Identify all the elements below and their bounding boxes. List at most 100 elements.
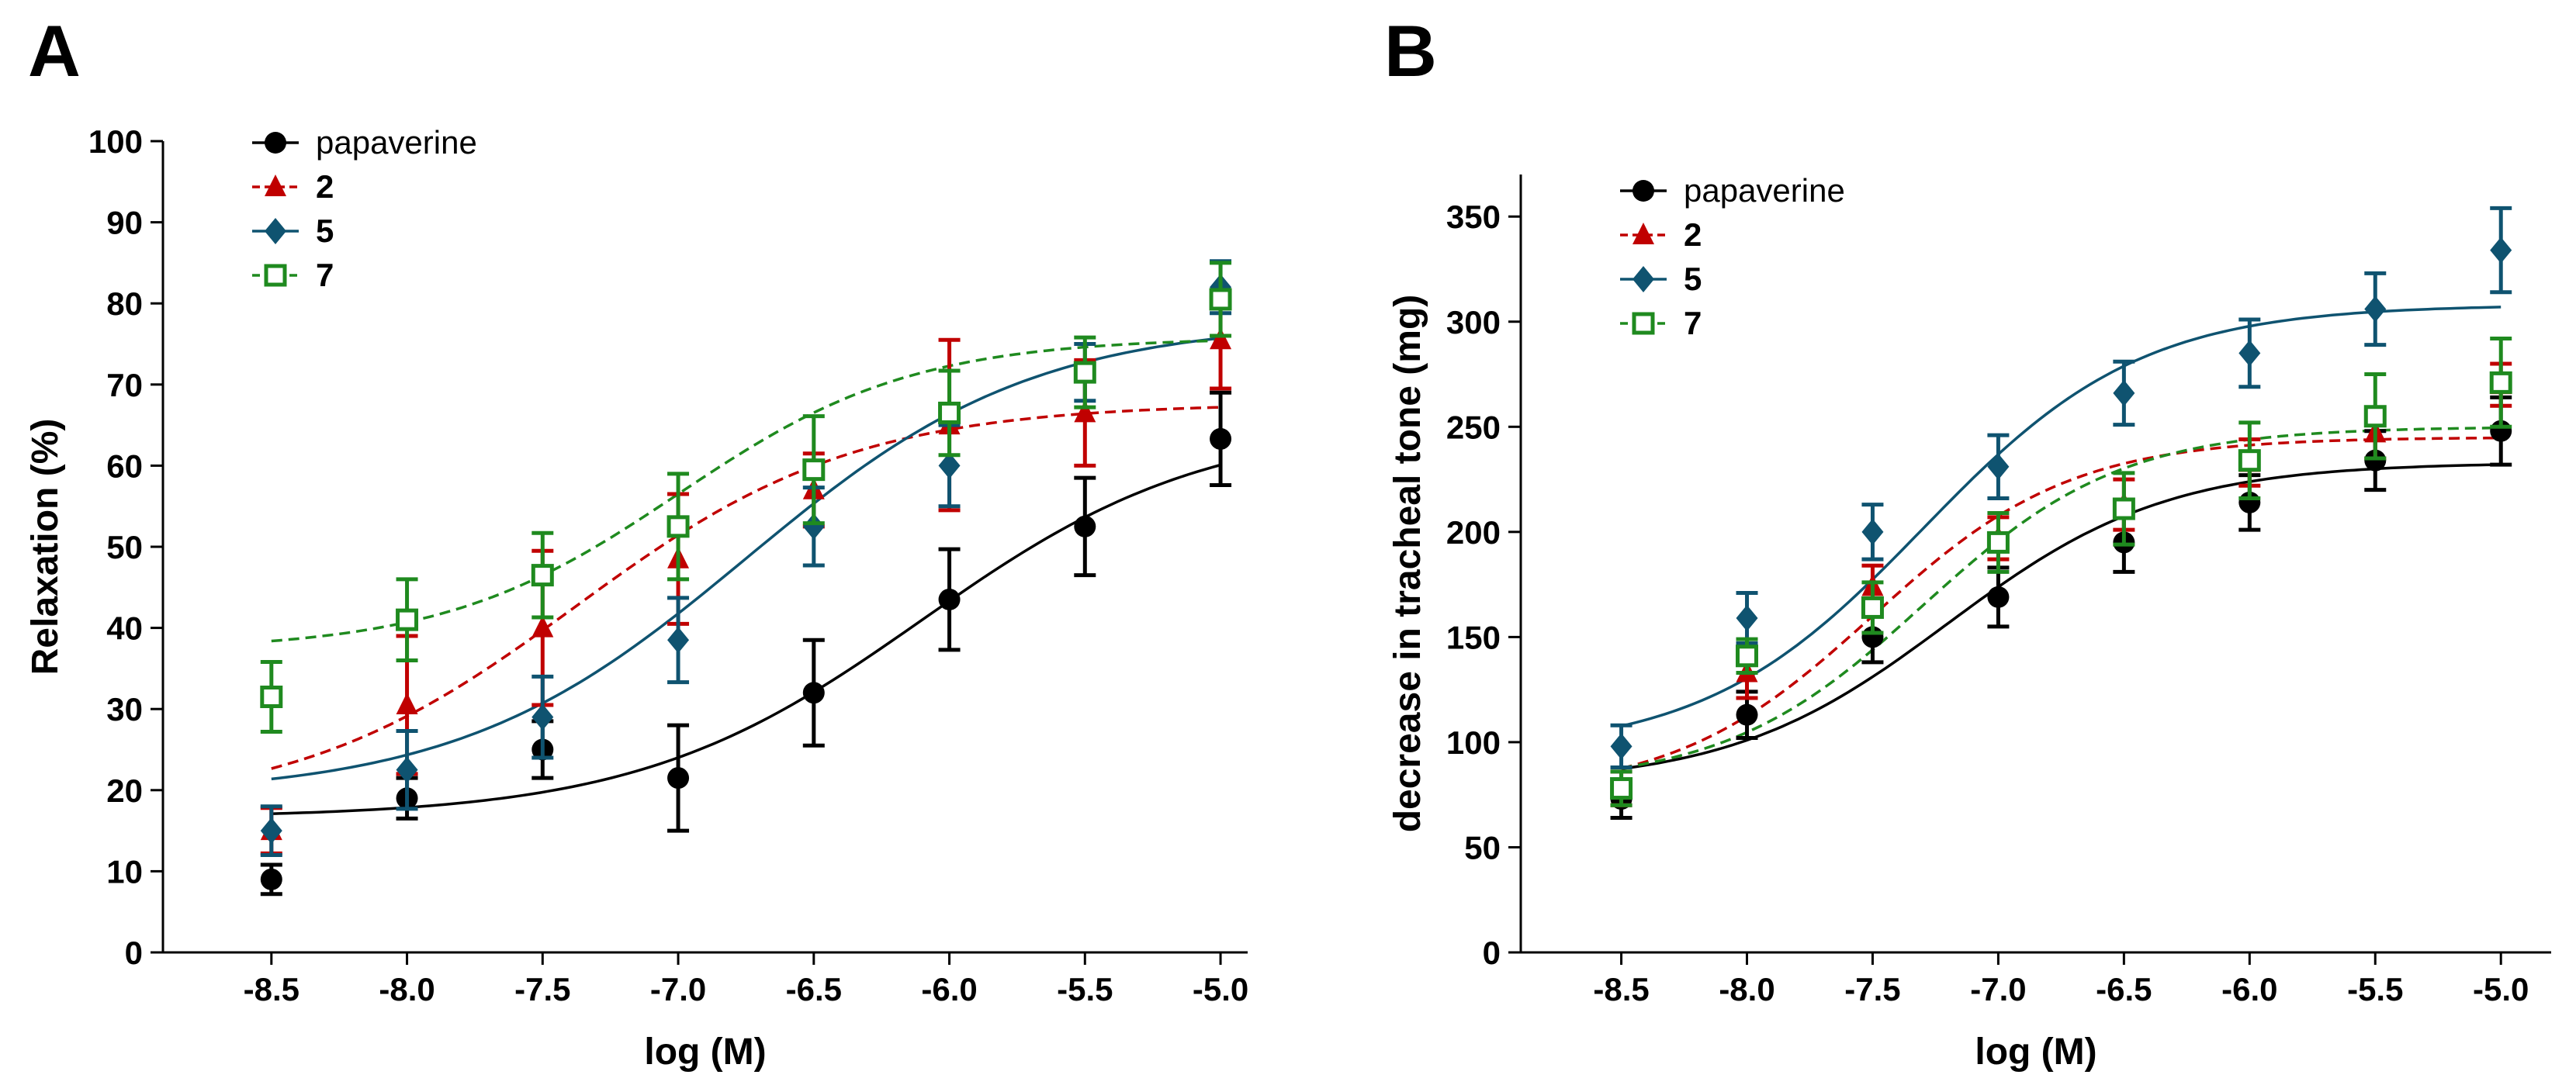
data-point-7 bbox=[2489, 371, 2512, 394]
legend-label: papaverine bbox=[1684, 172, 1845, 209]
y-tick-label: 50 bbox=[1464, 829, 1501, 866]
y-tick-label: 30 bbox=[106, 691, 143, 727]
fit-curve-papaverine bbox=[1621, 463, 2502, 771]
x-axis-title: log (M) bbox=[1975, 1032, 2096, 1073]
data-point-5 bbox=[1610, 733, 1633, 760]
data-point-papaverine bbox=[260, 868, 282, 890]
x-axis-title: log (M) bbox=[644, 1032, 766, 1073]
data-point-5 bbox=[802, 513, 825, 540]
legend-marker bbox=[1633, 180, 1654, 202]
y-tick-label: 80 bbox=[106, 285, 143, 322]
y-tick-label: 70 bbox=[106, 367, 143, 403]
fit-curve-7 bbox=[1621, 426, 2502, 769]
y-tick-label: 0 bbox=[125, 935, 143, 971]
data-point-5 bbox=[1861, 518, 1884, 545]
y-tick-label: 200 bbox=[1446, 514, 1501, 551]
data-point-papaverine bbox=[1074, 515, 1096, 537]
y-tick-label: 20 bbox=[106, 772, 143, 809]
data-point-5 bbox=[938, 452, 961, 479]
data-point-5 bbox=[2113, 379, 2135, 406]
data-point-2 bbox=[396, 692, 418, 714]
x-tick-label: -6.0 bbox=[921, 971, 977, 1007]
x-tick-label: -6.5 bbox=[2096, 971, 2152, 1007]
data-point-papaverine bbox=[938, 588, 961, 610]
x-tick-label: -5.0 bbox=[1193, 971, 1248, 1007]
x-tick-label: -5.5 bbox=[1057, 971, 1113, 1007]
x-tick-label: -5.5 bbox=[2347, 971, 2403, 1007]
data-point-7 bbox=[1736, 644, 1759, 668]
y-axis-title: decrease in tracheal tone (mg) bbox=[1387, 295, 1428, 833]
x-tick-label: -7.0 bbox=[650, 971, 706, 1007]
data-point-5 bbox=[1736, 604, 1758, 631]
legend-label: 5 bbox=[1684, 261, 1702, 297]
data-point-5 bbox=[2238, 340, 2261, 367]
data-point-papaverine bbox=[802, 682, 825, 704]
data-point-7 bbox=[2363, 405, 2387, 428]
data-point-7 bbox=[1861, 596, 1884, 619]
legend-label: 7 bbox=[1684, 305, 1702, 341]
data-point-5 bbox=[260, 817, 282, 845]
data-point-2 bbox=[531, 615, 554, 638]
data-point-5 bbox=[2364, 295, 2387, 323]
x-tick-label: -6.5 bbox=[786, 971, 842, 1007]
data-point-7 bbox=[1610, 777, 1633, 800]
data-point-papaverine bbox=[1987, 586, 2010, 608]
data-point-2 bbox=[1210, 327, 1232, 350]
legend-marker bbox=[1633, 266, 1654, 292]
x-tick-label: -5.0 bbox=[2473, 971, 2529, 1007]
data-point-7 bbox=[531, 564, 554, 587]
x-tick-label: -8.0 bbox=[1719, 971, 1774, 1007]
legend-marker bbox=[265, 218, 286, 244]
data-point-7 bbox=[1986, 530, 2010, 554]
x-tick-label: -7.0 bbox=[1970, 971, 2026, 1007]
data-point-papaverine bbox=[1210, 427, 1232, 450]
legend-label: 2 bbox=[1684, 216, 1702, 253]
panel-b: B 0 50 100 150 200 250 300 350 -8.5 -8.0 -7.5 -7.0 -6… bbox=[1384, 10, 2551, 1073]
y-tick-label: 100 bbox=[88, 123, 143, 160]
x-tick-label: -7.5 bbox=[1844, 971, 1900, 1007]
data-point-5 bbox=[531, 703, 554, 731]
y-tick-label: 250 bbox=[1446, 409, 1501, 445]
legend-label: 5 bbox=[316, 213, 334, 249]
y-tick-label: 60 bbox=[106, 448, 143, 484]
legend-label: 2 bbox=[316, 168, 334, 205]
data-point-7 bbox=[802, 458, 826, 482]
panel-a: A 0 10 20 30 40 50 60 70 80 90 100 -8.5 -8.0 -7.5 -7.0 -… bbox=[25, 10, 1248, 1073]
legend-marker bbox=[265, 132, 286, 154]
y-tick-label: 0 bbox=[1483, 935, 1501, 971]
data-point-5 bbox=[667, 627, 690, 654]
data-point-7 bbox=[1073, 361, 1096, 384]
fit-curve-5 bbox=[1621, 306, 2502, 727]
panel-label: B bbox=[1384, 10, 1437, 92]
panel-label: A bbox=[28, 10, 81, 92]
fit-curve-2 bbox=[1621, 436, 2502, 770]
data-point-5 bbox=[2490, 237, 2512, 264]
data-point-7 bbox=[260, 686, 283, 709]
x-tick-label: -7.5 bbox=[514, 971, 570, 1007]
data-point-papaverine bbox=[667, 767, 690, 790]
data-point-7 bbox=[2112, 497, 2135, 520]
data-point-7 bbox=[1209, 288, 1232, 311]
fit-curve-5 bbox=[271, 337, 1221, 781]
y-tick-label: 50 bbox=[106, 529, 143, 565]
y-tick-label: 150 bbox=[1446, 619, 1501, 655]
fit-curve-7 bbox=[271, 339, 1221, 643]
x-tick-label: -8.5 bbox=[244, 971, 299, 1007]
data-point-7 bbox=[938, 401, 961, 424]
legend-label: 7 bbox=[316, 257, 334, 293]
x-tick-label: -8.0 bbox=[379, 971, 435, 1007]
x-tick-label: -6.0 bbox=[2221, 971, 2277, 1007]
y-tick-label: 100 bbox=[1446, 724, 1501, 761]
y-tick-label: 40 bbox=[106, 610, 143, 647]
data-point-papaverine bbox=[1736, 703, 1758, 726]
y-tick-label: 300 bbox=[1446, 304, 1501, 340]
legend-marker bbox=[1633, 223, 1654, 244]
legend-label: papaverine bbox=[316, 124, 477, 161]
y-tick-label: 350 bbox=[1446, 199, 1501, 235]
data-point-5 bbox=[1987, 453, 2010, 480]
y-axis-title: Relaxation (%) bbox=[25, 419, 66, 676]
data-point-7 bbox=[667, 515, 690, 538]
data-point-papaverine bbox=[2364, 449, 2387, 472]
data-point-5 bbox=[396, 756, 418, 783]
